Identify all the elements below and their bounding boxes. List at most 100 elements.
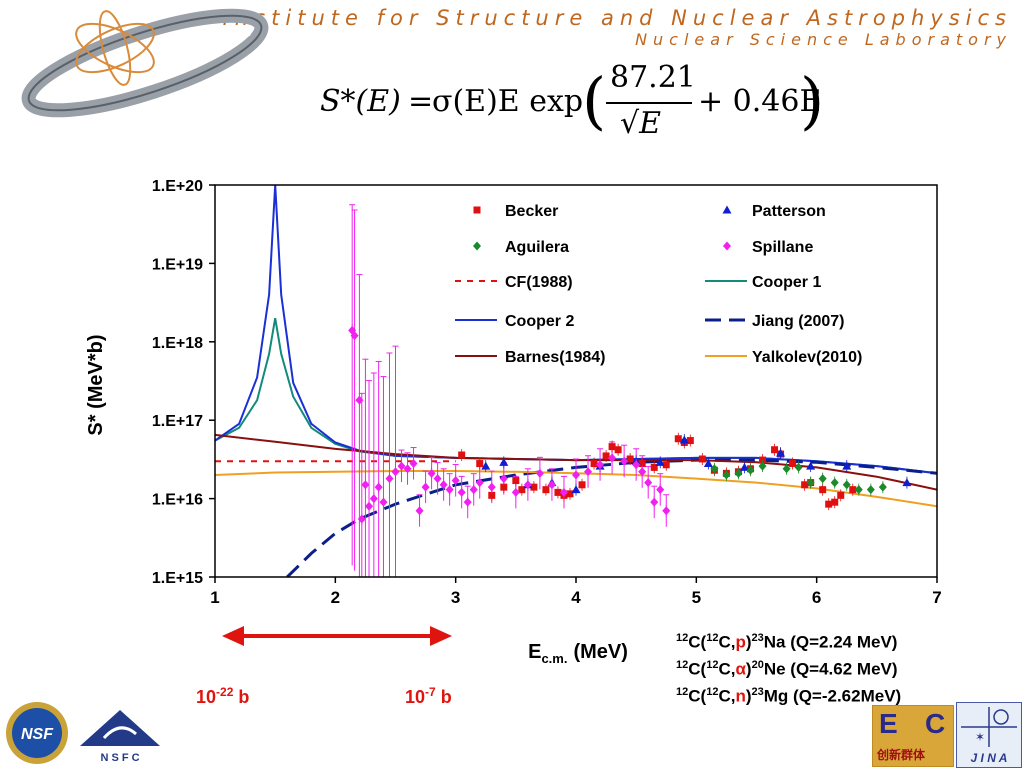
reaction-n: 12C(12C,n)23Mg (Q=-2.62MeV): [676, 686, 902, 706]
esc-logo-chinese: 创新群体: [877, 748, 926, 762]
legend-marker-patterson: [722, 205, 732, 214]
point-spillane: [499, 474, 508, 484]
point-spillane: [620, 456, 629, 466]
legend-label-cf-1988: CF(1988): [505, 274, 573, 291]
series-layer: [215, 185, 937, 577]
reaction-p: 12C(12C,p)23Na (Q=2.24 MeV): [676, 632, 898, 652]
point-aguilera: [722, 470, 731, 480]
x-tick-label: 6: [812, 588, 821, 607]
formula-lhs: S*(E): [320, 84, 401, 119]
point-spillane: [427, 468, 436, 478]
formula-close-paren: ): [800, 64, 825, 137]
point-spillane: [511, 487, 520, 497]
point-becker: [542, 486, 550, 494]
point-spillane: [463, 497, 472, 507]
point-spillane: [361, 480, 370, 490]
nsfc-logo-text: N S F C: [100, 752, 139, 764]
point-becker: [650, 463, 658, 471]
point-spillane: [355, 395, 364, 405]
cross-section-low: 10-22 b: [196, 685, 250, 707]
point-patterson: [842, 461, 852, 470]
y-tick-label: 1.E+15: [152, 570, 203, 587]
point-becker: [614, 446, 622, 454]
energy-range-arrow: [222, 626, 452, 646]
isnap-letter-a: A: [204, 43, 214, 59]
legend-label-patterson: Patterson: [752, 203, 826, 220]
point-spillane: [475, 478, 484, 488]
legend-marker-aguilera: [473, 241, 481, 251]
legend-marker-becker: [473, 206, 481, 214]
point-spillane: [365, 501, 374, 511]
point-becker: [566, 490, 574, 498]
point-spillane: [535, 468, 544, 478]
point-spillane: [559, 487, 568, 497]
lab-subtitle: Nuclear Science Laboratory: [635, 30, 1012, 49]
point-becker: [674, 435, 682, 443]
point-becker: [518, 486, 526, 494]
point-spillane: [547, 480, 556, 490]
formula-equals: =: [408, 84, 434, 119]
point-spillane: [397, 461, 406, 471]
x-axis-label: Ec.m. (MeV): [528, 641, 628, 666]
point-becker: [530, 483, 538, 491]
legend-label-becker: Becker: [505, 203, 558, 220]
nsfc-logo: N S F C: [80, 710, 160, 764]
isnap-ring: [21, 8, 269, 118]
formula-numerator: 87.21: [610, 60, 696, 95]
point-becker: [476, 460, 484, 468]
point-spillane: [379, 497, 388, 507]
point-becker: [837, 491, 845, 499]
point-aguilera: [878, 482, 887, 492]
point-patterson: [571, 485, 581, 494]
s-factor-formula: S*(E) = σ(E)E exp ( 87.21 √E + 0.46E ): [320, 58, 840, 150]
y-tick-label: 1.E+17: [152, 413, 203, 430]
legend-label-yalkolev-2010: Yalkolev(2010): [752, 349, 862, 366]
point-becker: [825, 500, 833, 508]
point-spillane: [572, 470, 580, 480]
institute-title: Institute for Structure and Nuclear Astr…: [222, 6, 1012, 30]
point-patterson: [703, 459, 713, 468]
y-tick-label: 1.E+16: [152, 492, 203, 509]
jina-logo: ✶ J I N A: [956, 702, 1022, 768]
point-spillane: [596, 460, 605, 470]
point-spillane: [374, 482, 383, 492]
point-spillane: [451, 476, 460, 486]
point-patterson: [806, 461, 816, 470]
legend-label-cooper-1: Cooper 1: [752, 274, 821, 291]
isnap-orbits: [75, 10, 155, 86]
formula-rhs-start: σ(E)E exp: [432, 84, 584, 119]
x-tick-label: 3: [451, 588, 460, 607]
point-becker: [608, 443, 616, 451]
y-tick-label: 1.E+19: [152, 256, 203, 273]
x-axis-label-sub: c.m.: [541, 651, 567, 666]
legend-label-jiang-2007: Jiang (2007): [752, 313, 844, 330]
point-spillane: [403, 464, 412, 474]
isnap-letter-n: N: [160, 61, 170, 77]
y-axis-label: S* (MeV*b): [85, 334, 107, 435]
point-spillane: [608, 453, 617, 463]
point-becker: [554, 488, 562, 496]
point-spillane: [632, 460, 641, 470]
point-becker: [801, 481, 809, 489]
x-axis-label-main: E: [528, 641, 541, 663]
point-aguilera: [746, 465, 755, 475]
point-aguilera: [866, 485, 875, 495]
point-aguilera: [818, 474, 827, 484]
point-becker: [698, 455, 706, 463]
esc-logo-e: E: [879, 708, 898, 739]
point-spillane: [656, 485, 665, 495]
point-spillane: [433, 474, 442, 484]
x-tick-label: 4: [571, 588, 581, 607]
point-becker: [789, 460, 797, 468]
cross-section-high: 10-7 b: [405, 685, 452, 707]
point-patterson: [679, 435, 689, 444]
point-spillane: [638, 467, 647, 477]
point-spillane: [357, 514, 366, 524]
legend-label-cooper-2: Cooper 2: [505, 313, 574, 330]
legend-label-spillane: Spillane: [752, 239, 813, 256]
point-spillane: [487, 482, 496, 492]
point-becker: [831, 498, 839, 506]
point-spillane: [644, 478, 653, 488]
x-tick-label: 7: [932, 588, 941, 607]
